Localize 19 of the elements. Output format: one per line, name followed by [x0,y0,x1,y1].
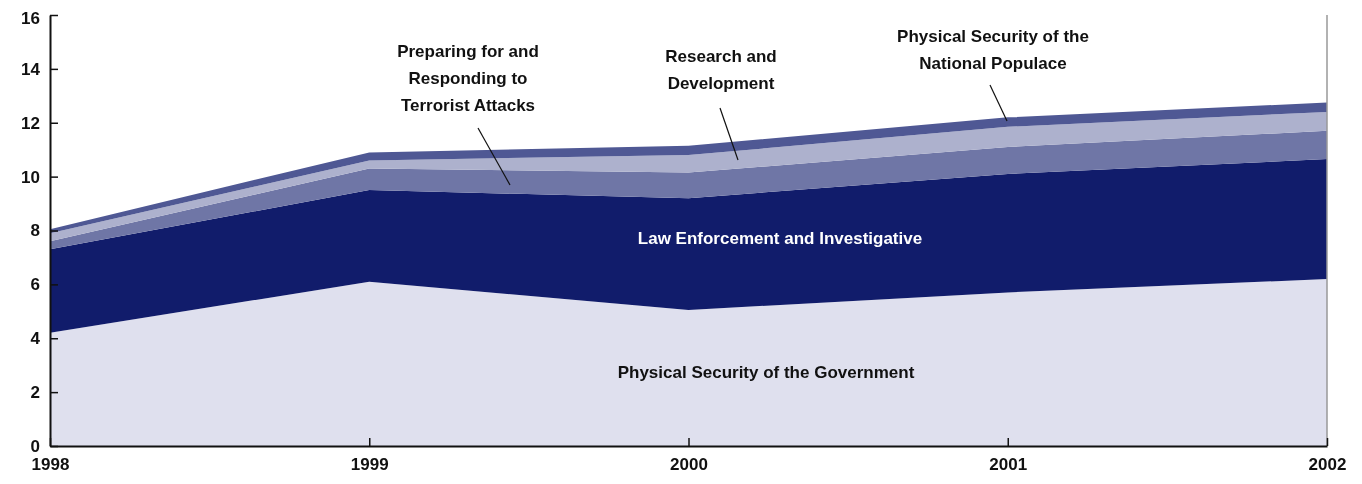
text: Research and Development [665,47,777,94]
y-tick-label: 16 [21,9,40,28]
y-tick-label: 8 [30,221,40,241]
y-tick-label: 4 [30,329,41,349]
x-tick-label: 2000 [670,455,708,475]
y-tick-label: 6 [30,275,40,295]
text: Physical Security of the National Populace [897,27,1089,74]
y-tick-label: 12 [21,113,40,133]
y-tick-label: 10 [21,167,40,187]
y-tick-label: 0 [30,436,40,456]
text: Preparing for and Responding to Terrorist Attacks [397,42,539,116]
series-label: Law Enforcement and Investigative [637,229,923,249]
series-label: Physical Security of the Government [617,363,915,383]
y-tick-label: 2 [30,383,40,403]
x-tick-label: 1999 [350,455,389,475]
x-tick-label: 2001 [989,455,1028,475]
x-tick-label: 1998 [31,455,70,475]
x-tick-label: 2002 [1308,455,1347,475]
y-tick-label: 14 [21,59,41,79]
